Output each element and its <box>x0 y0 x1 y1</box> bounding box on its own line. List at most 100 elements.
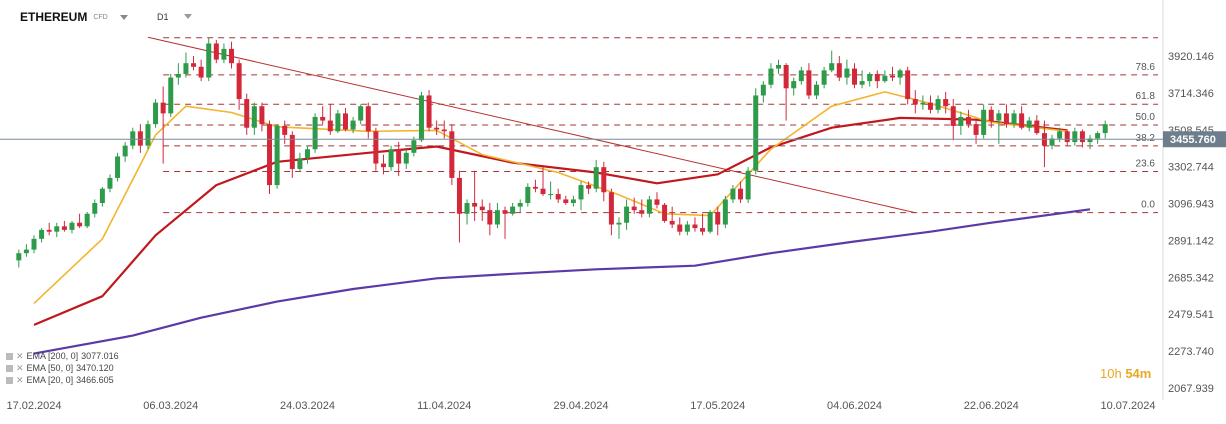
candle-bullish <box>578 185 584 200</box>
candle-bullish <box>464 203 470 214</box>
candle-bearish <box>282 125 288 135</box>
candle-bullish <box>814 84 820 96</box>
candle-bullish <box>115 156 121 178</box>
candle-bullish <box>722 199 728 225</box>
candle-bearish <box>320 116 326 121</box>
candle-bearish <box>213 43 219 60</box>
candle-bearish <box>61 226 67 230</box>
candle-bullish <box>707 211 713 232</box>
candle-bullish <box>411 140 417 153</box>
y-tick-label: 2067.939 <box>1168 383 1214 395</box>
candle-bullish <box>175 73 181 78</box>
candle-bearish <box>327 120 333 132</box>
remove-indicator-icon[interactable]: ✕ <box>16 374 24 385</box>
candle-bullish <box>297 158 303 169</box>
y-tick-label: 2479.541 <box>1168 309 1214 321</box>
candle-bearish <box>365 106 371 132</box>
x-tick-label: 04.06.2024 <box>827 400 882 412</box>
candle-bullish <box>31 238 37 250</box>
symbol-dropdown-icon[interactable] <box>119 14 128 20</box>
candle-bearish <box>198 66 204 78</box>
candle-bearish <box>806 70 812 96</box>
candle-bearish <box>973 124 979 135</box>
candle-bearish <box>555 194 561 200</box>
candle-bullish <box>624 206 630 223</box>
candle-bearish <box>191 63 197 67</box>
ema50-line <box>33 116 1068 326</box>
candle-bearish <box>905 70 911 100</box>
candle-bearish <box>77 222 83 227</box>
candle-bearish <box>396 149 402 164</box>
candle-bullish <box>730 188 736 200</box>
candle-bullish <box>221 48 227 60</box>
candle-bearish <box>160 102 166 114</box>
candle-bearish <box>639 210 645 214</box>
candle-bearish <box>912 99 918 105</box>
candle-bullish <box>798 70 804 82</box>
candle-bullish <box>1102 124 1108 134</box>
legend-label: EMA [200, 0] <box>26 351 79 361</box>
symbol-name: ETHEREUM <box>20 10 88 24</box>
legend-value: 3470.120 <box>76 363 114 373</box>
candle-bullish <box>776 64 782 69</box>
candle-bullish <box>859 81 865 85</box>
candle-bullish <box>107 177 113 189</box>
candle-bullish <box>1087 138 1093 143</box>
candle-bearish <box>1003 113 1009 125</box>
candle-bearish <box>738 188 744 200</box>
x-tick-label: 11.04.2024 <box>417 400 471 412</box>
timeframe-label[interactable]: D1 <box>157 12 169 22</box>
candle-countdown: 10h 54m <box>1100 366 1151 381</box>
candle-bearish <box>783 64 789 89</box>
candle-bullish <box>745 170 751 200</box>
candle-bullish <box>274 125 280 186</box>
candle-bullish <box>768 68 774 85</box>
legend-row-ema50: ✕ EMA [50, 0] 3470.120 <box>6 362 119 374</box>
candle-bullish <box>525 186 531 204</box>
candle-bearish <box>874 73 880 82</box>
candle-bullish <box>821 70 827 85</box>
candle-bullish <box>897 70 903 78</box>
timeframe-dropdown-icon[interactable] <box>184 14 192 19</box>
candle-bullish <box>753 95 759 171</box>
candle-bearish <box>229 48 235 64</box>
candle-bearish <box>342 113 348 130</box>
candle-bullish <box>517 203 523 207</box>
candle-bearish <box>586 185 592 189</box>
candle-bullish <box>760 84 766 96</box>
candle-bearish <box>472 203 478 207</box>
candle-bullish <box>935 99 941 110</box>
y-tick-label: 2273.740 <box>1168 346 1214 358</box>
legend-value: 3077.016 <box>81 351 119 361</box>
remove-indicator-icon[interactable]: ✕ <box>16 362 24 373</box>
candle-bullish <box>69 222 75 230</box>
indicator-legend: ✕ EMA [200, 0] 3077.016 ✕ EMA [50, 0] 34… <box>6 350 119 386</box>
candle-bullish <box>130 131 136 146</box>
candle-bearish <box>434 127 440 130</box>
indicator-settings-icon[interactable] <box>6 352 13 360</box>
candle-bearish <box>502 210 508 214</box>
remove-indicator-icon[interactable]: ✕ <box>16 350 24 361</box>
candle-bearish <box>267 124 273 186</box>
fib-level-label: 50.0 <box>1136 112 1156 123</box>
candle-bearish <box>373 131 379 164</box>
fib-level-label: 78.6 <box>1136 62 1156 73</box>
indicator-settings-icon[interactable] <box>6 376 13 384</box>
candle-bearish <box>456 177 462 214</box>
candle-bullish <box>1026 120 1032 128</box>
candle-bearish <box>654 199 660 205</box>
indicator-settings-icon[interactable] <box>6 364 13 372</box>
current-price-tag <box>1163 131 1226 148</box>
legend-value: 3466.605 <box>76 375 114 385</box>
candle-bearish <box>677 224 683 232</box>
candle-bullish <box>646 199 652 214</box>
symbol-header[interactable]: ETHEREUM CFD <box>20 10 128 24</box>
candle-bullish <box>510 206 516 214</box>
fib-level-label: 23.6 <box>1136 158 1156 169</box>
candle-bearish <box>540 188 546 195</box>
x-tick-label: 29.04.2024 <box>553 400 608 412</box>
legend-label: EMA [50, 0] <box>26 363 74 373</box>
candle-bullish <box>335 113 341 132</box>
